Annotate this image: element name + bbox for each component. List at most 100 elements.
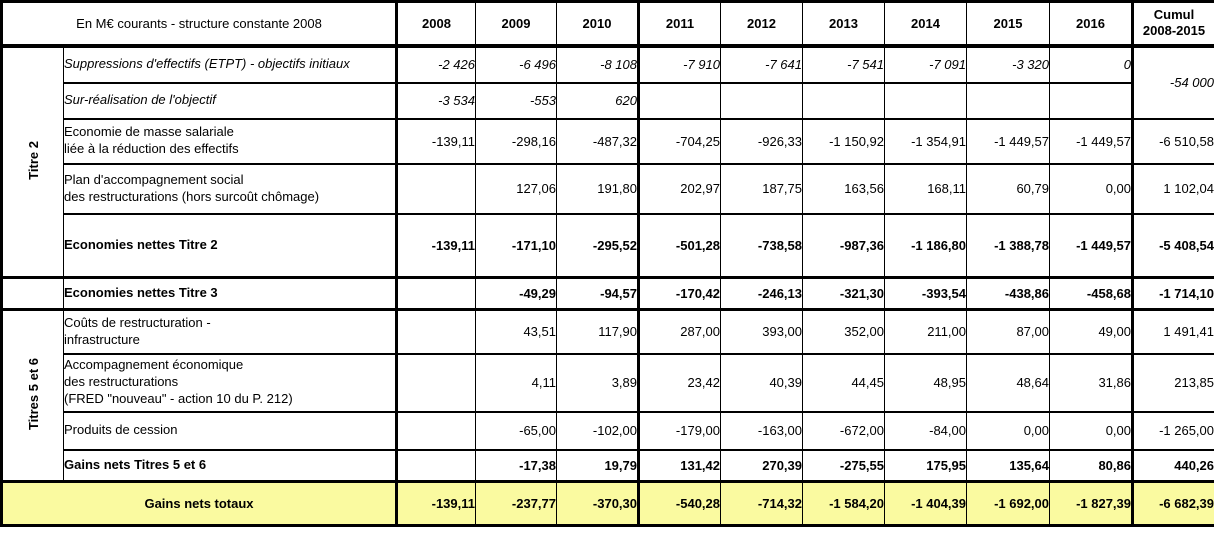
cell: 0,00 — [966, 410, 1050, 451]
cell: 127,06 — [475, 162, 557, 215]
budget-savings-table: En M€ courants - structure constante 200… — [0, 0, 1214, 527]
col-header-2015: 2015 — [966, 0, 1050, 48]
cell: -179,00 — [637, 410, 721, 451]
total-row: Gains nets totaux -139,11 -237,77 -370,3… — [1, 480, 1214, 527]
cell: -295,52 — [556, 212, 639, 279]
cell: -8 108 — [556, 44, 639, 84]
table-title: En M€ courants - structure constante 200… — [1, 0, 397, 48]
cell: -1 150,92 — [802, 117, 885, 165]
cell: 202,97 — [637, 162, 721, 215]
cell — [884, 81, 967, 120]
cell: -237,77 — [475, 480, 557, 527]
table-row: Economies nettes Titre 3 -49,29 -94,57 -… — [1, 276, 1214, 311]
cell: 3,89 — [556, 352, 639, 413]
cell — [637, 81, 721, 120]
cell: -1 404,39 — [884, 480, 967, 527]
cell: 48,64 — [966, 352, 1050, 413]
cell: 620 — [556, 81, 639, 120]
cell: -275,55 — [802, 448, 885, 483]
table-row: Gains nets Titres 5 et 6 -17,38 19,79 13… — [2, 448, 1214, 483]
cell: -2 426 — [395, 44, 476, 84]
cell: -3 534 — [395, 81, 476, 120]
col-header-2014: 2014 — [884, 0, 967, 48]
cell: 135,64 — [966, 448, 1050, 483]
cell: -7 091 — [884, 44, 967, 84]
cell: 40,39 — [720, 352, 803, 413]
cell: 19,79 — [556, 448, 639, 483]
cumul-cell: -5 408,54 — [1131, 212, 1214, 279]
cell: 175,95 — [884, 448, 967, 483]
row-label: Suppressions d'effectifs (ETPT) - object… — [63, 44, 397, 84]
cell: -17,38 — [475, 448, 557, 483]
cell: 0,00 — [1049, 410, 1133, 451]
cell — [395, 352, 476, 413]
cell: -438,86 — [966, 276, 1050, 311]
cell — [395, 308, 476, 355]
cumul-cell: 213,85 — [1131, 352, 1214, 413]
cell: -7 641 — [720, 44, 803, 84]
cell: -246,13 — [720, 276, 803, 311]
col-header-2008: 2008 — [395, 0, 476, 48]
cell: -3 320 — [966, 44, 1050, 84]
cell: 270,39 — [720, 448, 803, 483]
cell: -7 910 — [637, 44, 721, 84]
cell: 23,42 — [637, 352, 721, 413]
cell: 43,51 — [475, 308, 557, 355]
group-label-titre-2: Titre 2 — [1, 44, 64, 279]
cell: -171,10 — [475, 212, 557, 279]
table-row: Produits de cession -65,00 -102,00 -179,… — [2, 410, 1214, 451]
cell: -139,11 — [395, 212, 476, 279]
cell — [966, 81, 1050, 120]
cell: -1 692,00 — [966, 480, 1050, 527]
cell — [802, 81, 885, 120]
cell: -1 827,39 — [1049, 480, 1133, 527]
cell: -553 — [475, 81, 557, 120]
cell: -1 388,78 — [966, 212, 1050, 279]
row-label: Coûts de restructuration - infrastructur… — [63, 308, 397, 355]
col-header-2012: 2012 — [720, 0, 803, 48]
cell: -714,32 — [720, 480, 803, 527]
cell: 48,95 — [884, 352, 967, 413]
cumul-cell: 1 491,41 — [1131, 308, 1214, 355]
cell — [720, 81, 803, 120]
cell: -1 186,80 — [884, 212, 967, 279]
col-header-2016: 2016 — [1049, 0, 1133, 48]
cell — [1049, 81, 1133, 120]
table-row: Economie de masse salariale liée à la ré… — [2, 117, 1214, 165]
row-label: Economie de masse salariale liée à la ré… — [63, 117, 397, 165]
cumul-cell: -1 265,00 — [1131, 410, 1214, 451]
table-row: Plan d'accompagnement social des restruc… — [2, 162, 1214, 215]
cell — [395, 448, 476, 483]
col-header-2011: 2011 — [637, 0, 721, 48]
cell: 87,00 — [966, 308, 1050, 355]
cell: -987,36 — [802, 212, 885, 279]
cell: -321,30 — [802, 276, 885, 311]
row-label: Accompagnement économique des restructur… — [63, 352, 397, 413]
group-label-empty — [1, 276, 64, 311]
cell: 117,90 — [556, 308, 639, 355]
cell: -6 496 — [475, 44, 557, 84]
row-label: Sur-réalisation de l'objectif — [63, 81, 397, 120]
cell — [395, 276, 476, 311]
cell: 393,00 — [720, 308, 803, 355]
table-row: Titres 5 et 6 Coûts de restructuration -… — [1, 308, 1214, 483]
cell: -298,16 — [475, 117, 557, 165]
cell: 352,00 — [802, 308, 885, 355]
cell: -1 449,57 — [1049, 212, 1133, 279]
cell: -501,28 — [637, 212, 721, 279]
header-row: En M€ courants - structure constante 200… — [1, 0, 1214, 48]
row-label: Economies nettes Titre 3 — [63, 276, 397, 311]
cell: -393,54 — [884, 276, 967, 311]
group-label-titres-5-6: Titres 5 et 6 — [1, 308, 64, 483]
cumul-cell: -54 000 — [1131, 44, 1214, 120]
cell: -139,11 — [395, 480, 476, 527]
col-header-cumul: Cumul 2008-2015 — [1131, 0, 1214, 48]
cell: -458,68 — [1049, 276, 1133, 311]
cell: -49,29 — [475, 276, 557, 311]
cell: -370,30 — [556, 480, 639, 527]
total-row-label: Gains nets totaux — [1, 480, 397, 527]
cell: -672,00 — [802, 410, 885, 451]
cell: 168,11 — [884, 162, 967, 215]
cumul-cell: -1 714,10 — [1131, 276, 1214, 311]
cell: -94,57 — [556, 276, 639, 311]
